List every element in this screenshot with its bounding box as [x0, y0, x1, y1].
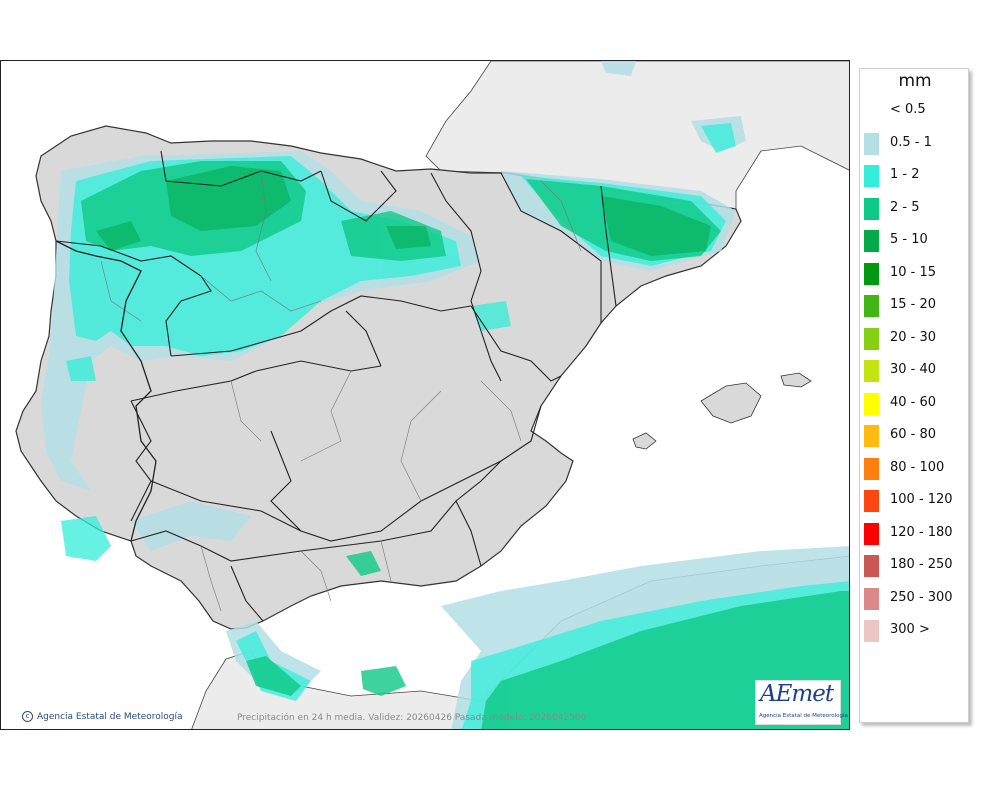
logo-subtitle: Agencia Estatal de Meteorología: [759, 713, 848, 719]
legend-label: 60 - 80: [890, 427, 937, 442]
legend-item: 15 - 20: [864, 293, 968, 317]
legend-label: 15 - 20: [890, 297, 937, 312]
legend-swatch: [864, 262, 879, 285]
legend-swatch: [864, 327, 879, 350]
region-boundaries: [55, 150, 617, 622]
legend-swatch: [864, 197, 879, 220]
legend-label: 5 - 10: [890, 232, 928, 247]
legend-label: 180 - 250: [890, 557, 953, 572]
legend-item: 250 - 300: [864, 586, 968, 610]
legend-swatch: [864, 522, 879, 545]
legend-item: 5 - 10: [864, 228, 968, 252]
legend-item: 1 - 2: [864, 163, 968, 187]
legend-label: 20 - 30: [890, 329, 937, 345]
legend-item: 20 - 30: [864, 326, 968, 350]
legend-swatch: [864, 230, 879, 252]
menorca-island: [780, 372, 812, 388]
legend-item: 40 - 60: [864, 391, 968, 415]
legend-item: 30 - 40: [864, 358, 968, 382]
legend-label: 250 - 300: [890, 589, 953, 605]
legend-swatch: [864, 165, 879, 187]
legend-title: mm: [898, 71, 932, 91]
legend-label: 10 - 15: [890, 264, 937, 280]
legend-label: 120 - 180: [890, 524, 953, 540]
precipitation-legend: mm < 0.5 0.5 - 1 1 - 2 2 - 5 5 - 10 10 - 15 15…: [859, 68, 969, 723]
legend-swatch: [864, 295, 879, 317]
legend-label: 30 - 40: [890, 362, 937, 377]
precipitation-map: [0, 60, 850, 730]
legend-item: 2 - 5: [864, 196, 968, 220]
legend-swatch: [864, 587, 879, 610]
legend-label: 0.5 - 1: [890, 134, 932, 150]
legend-item: 300 >: [864, 618, 968, 642]
legend-item: 180 - 250: [864, 553, 968, 577]
aemet-logo: AEmet Agencia Estatal de Meteorología: [755, 680, 848, 725]
copyright-icon: c: [22, 711, 33, 722]
legend-item: 100 - 120: [864, 488, 968, 512]
legend-item: 0.5 - 1: [864, 131, 968, 155]
legend-label: 1 - 2: [890, 167, 920, 182]
legend-swatch: [864, 555, 879, 577]
legend-swatch: [864, 360, 879, 382]
portugal-border: [55, 240, 157, 542]
ibiza-island: [632, 432, 657, 450]
legend-swatch: [864, 425, 879, 447]
legend-item: < 0.5: [864, 98, 968, 122]
legend-swatch: [864, 620, 879, 642]
legend-label: < 0.5: [890, 102, 926, 117]
province-boundaries: [100, 170, 582, 612]
legend-label: 100 - 120: [890, 492, 953, 507]
legend-swatch: [864, 132, 879, 155]
logo-wordmark: AEmet: [760, 681, 834, 707]
legend-item: 80 - 100: [864, 456, 968, 480]
legend-item: 10 - 15: [864, 261, 968, 285]
legend-label: 2 - 5: [890, 199, 920, 215]
agency-credit: c Agencia Estatal de Meteorología: [22, 711, 183, 722]
legend-item: 60 - 80: [864, 423, 968, 447]
legend-swatch: [864, 457, 879, 480]
legend-swatch: [864, 490, 879, 512]
legend-label: 40 - 60: [890, 394, 937, 410]
precip-5-10-layer: [96, 166, 711, 256]
legend-label: 80 - 100: [890, 459, 945, 475]
credit-text: Agencia Estatal de Meteorología: [37, 712, 183, 722]
legend-swatch: [864, 100, 879, 122]
mallorca-island: [700, 382, 762, 424]
map-caption: Precipitación en 24 h media. Validez: 20…: [237, 713, 587, 723]
legend-label: 300 >: [890, 622, 930, 637]
legend-item: 120 - 180: [864, 521, 968, 545]
legend-swatch: [864, 392, 879, 415]
